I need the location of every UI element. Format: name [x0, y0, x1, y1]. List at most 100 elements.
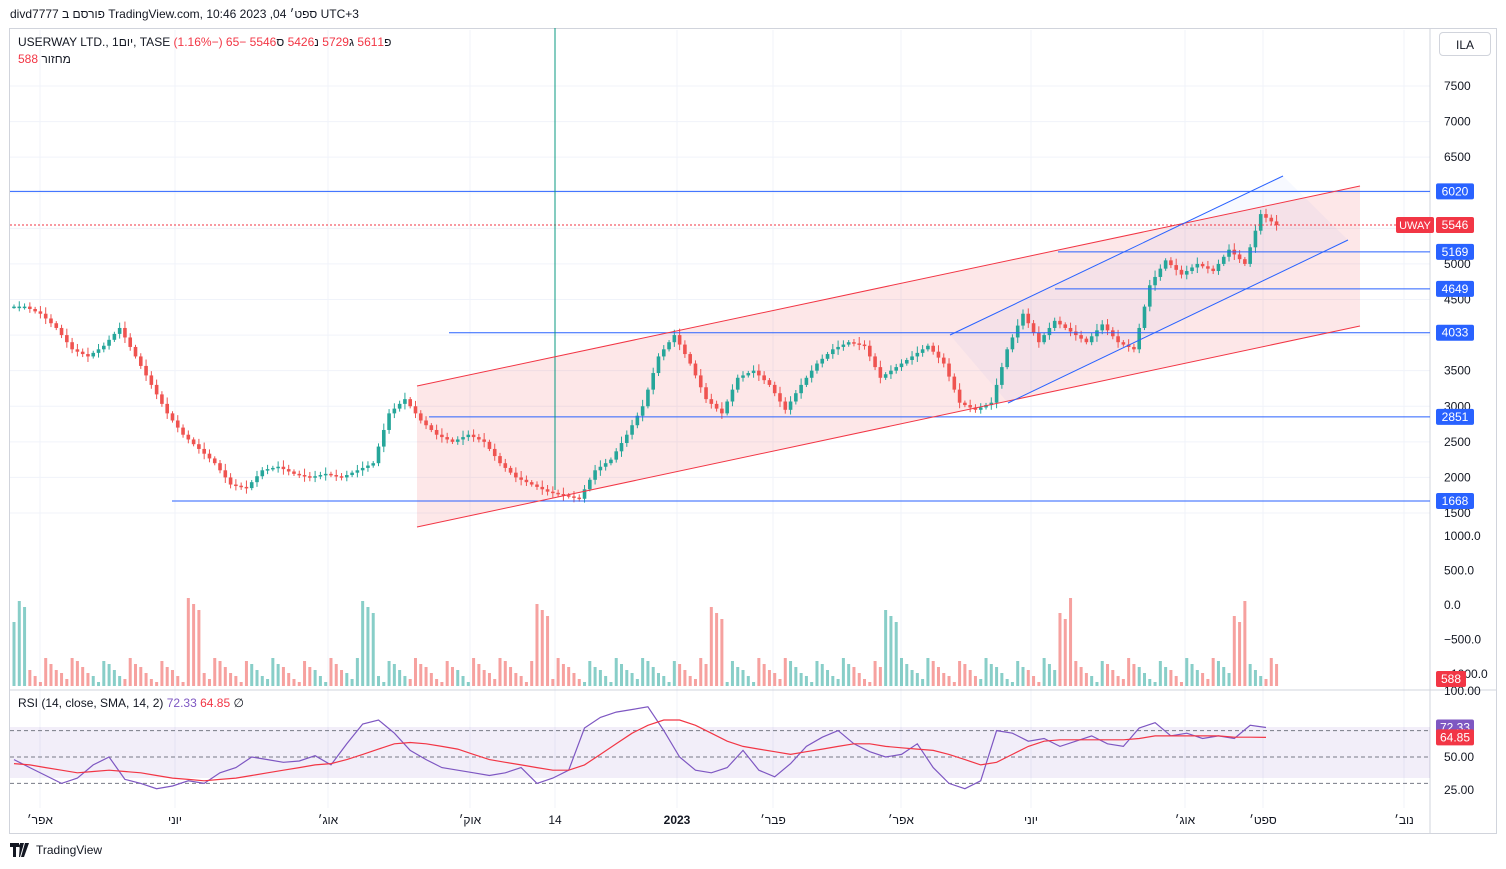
volume-tick-label: 500.0	[1444, 564, 1474, 578]
candle-body	[978, 407, 983, 410]
volume-bar	[720, 619, 724, 686]
candle-body	[339, 476, 344, 478]
chart-frame[interactable]	[9, 28, 1497, 834]
volume-bar	[33, 676, 37, 686]
volume-bar	[413, 658, 417, 686]
volume-bar	[1116, 676, 1120, 686]
candle-body	[165, 403, 169, 414]
volume-bar	[884, 610, 888, 686]
volume-bar	[260, 676, 264, 686]
volume-bar	[921, 679, 925, 686]
volume-bar	[598, 670, 602, 686]
channel-fill	[417, 186, 1360, 527]
volume-bar	[672, 661, 676, 686]
candle-body	[735, 377, 740, 390]
volume-bar	[625, 670, 629, 686]
volume-bars	[12, 598, 1279, 686]
volume-bar	[1232, 616, 1236, 686]
time-tick-label: אפר׳	[27, 813, 53, 827]
candle-body	[1121, 342, 1126, 345]
volume-bar	[752, 682, 756, 686]
candle-body	[445, 437, 449, 440]
candle-body	[112, 333, 117, 340]
candle-body	[154, 384, 159, 395]
volume-bar	[1227, 673, 1231, 686]
volume-bar	[350, 679, 354, 686]
volume-value-tag	[1436, 671, 1466, 687]
candle-body	[22, 306, 27, 309]
scale-button[interactable]: ILA	[1439, 32, 1491, 56]
volume-bar	[952, 682, 956, 686]
volume-bar	[815, 661, 819, 686]
candle-body	[1211, 268, 1215, 272]
volume-bar	[329, 658, 333, 686]
candle-body	[54, 323, 59, 328]
volume-bar	[160, 661, 164, 686]
symbol-legend[interactable]: USERWAY LTD., 1יום, TASE פ5611 ג5729 נ54…	[18, 35, 391, 49]
volume-bar	[804, 676, 808, 686]
candle-body	[572, 496, 576, 498]
volume-value-tag-text: 588	[1441, 672, 1461, 686]
candle-body	[96, 349, 101, 353]
candle-body	[1137, 327, 1142, 350]
candle-body	[672, 335, 677, 343]
volume-bar	[366, 607, 370, 686]
grid-lines	[10, 28, 1496, 834]
rsi-legend[interactable]: RSI (14, close, SMA, 14, 2) 72.33 64.85 …	[18, 696, 244, 710]
candle-body	[989, 402, 994, 406]
volume-bar	[482, 670, 486, 686]
candle-body	[265, 469, 270, 471]
volume-bar	[963, 664, 967, 686]
volume-bar	[730, 661, 734, 686]
candle-body	[889, 370, 893, 375]
rsi-sma-tag-text: 64.85	[1440, 730, 1470, 744]
candle-body	[418, 413, 423, 421]
volume-bar	[836, 679, 840, 686]
volume-legend[interactable]: מחזור 588	[18, 52, 71, 66]
volume-bar	[1206, 679, 1210, 686]
volume-bar	[1269, 658, 1273, 686]
candle-body	[1037, 332, 1041, 343]
candle-body	[1084, 338, 1089, 343]
volume-bar	[783, 658, 787, 686]
candle-body	[820, 358, 825, 364]
candle-body	[1021, 313, 1025, 326]
candle-body	[1015, 325, 1020, 338]
volume-bar	[979, 679, 983, 686]
volume-bar	[577, 679, 581, 686]
candle-body	[1163, 260, 1168, 269]
candle-body	[450, 439, 455, 442]
volume-bar	[403, 676, 407, 686]
candle-body	[1153, 276, 1157, 286]
inner-channel-upper-line	[949, 175, 1284, 336]
price-level-tag-text: 1668	[1442, 494, 1469, 508]
candle-body	[535, 484, 539, 487]
volume-bar	[181, 682, 185, 686]
candle-body	[1047, 327, 1052, 336]
volume-bar	[144, 673, 148, 686]
time-axis: אפר׳ יוני אוג׳ אוק׳ 14 2023 פבר׳ אפר׳ יוני אוג׳ ספ…	[27, 813, 1414, 827]
volume-bar	[635, 679, 639, 686]
candle-body	[477, 437, 481, 440]
price-tick-label: 3500	[1444, 364, 1471, 378]
candle-body	[487, 441, 492, 449]
candle-body	[371, 463, 376, 466]
volume-bar	[725, 682, 729, 686]
candle-body	[1079, 335, 1083, 339]
candle-body	[244, 486, 249, 489]
candle-body	[471, 434, 476, 438]
candle-body	[1026, 313, 1031, 324]
volume-bar	[60, 673, 64, 686]
volume-bar	[271, 658, 275, 686]
candle-body	[461, 437, 465, 440]
volume-bar	[767, 670, 771, 686]
candle-body	[693, 363, 698, 376]
volume-bar	[1021, 667, 1025, 686]
volume-bar	[535, 604, 539, 686]
candle-body	[994, 384, 999, 403]
candle-body	[59, 327, 64, 336]
price-level-tag-text: 4649	[1442, 282, 1469, 296]
time-tick-label: נוב׳	[1394, 813, 1414, 827]
volume-bar	[656, 673, 660, 686]
